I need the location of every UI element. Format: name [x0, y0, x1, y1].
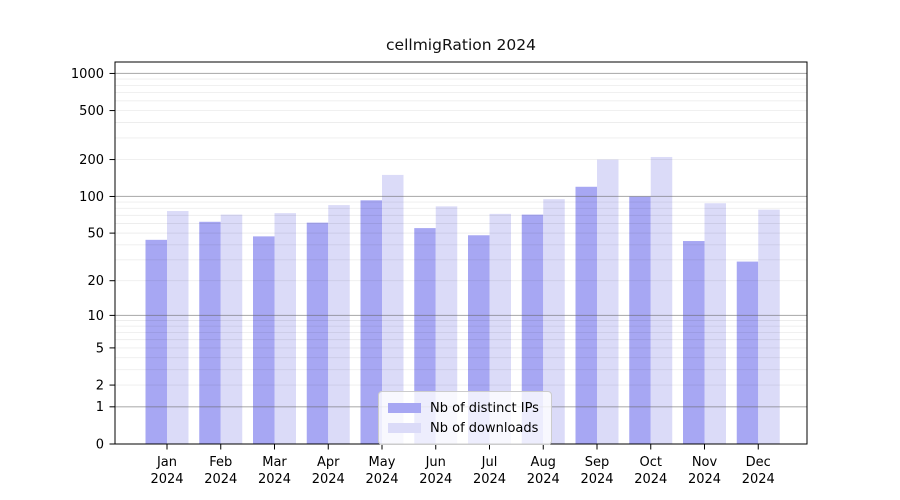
- x-tick-label-year: 2024: [419, 472, 452, 487]
- x-tick-label-year: 2024: [742, 472, 775, 487]
- bar-downloads-may: [382, 174, 404, 444]
- legend-entry-downloads: Nb of downloads: [388, 418, 539, 438]
- y-tick-label: 500: [79, 104, 104, 119]
- bar-downloads-jun: [435, 206, 458, 444]
- y-tick-label: 200: [79, 153, 104, 168]
- x-tick-label-month: Jul: [481, 455, 498, 470]
- bar-downloads-aug: [543, 199, 565, 444]
- x-tick-label-month: May: [369, 455, 396, 470]
- y-tick-label: 20: [87, 274, 104, 289]
- x-tick-label-year: 2024: [365, 472, 398, 487]
- x-tick-label-year: 2024: [473, 472, 506, 487]
- x-tick-label-year: 2024: [580, 472, 613, 487]
- bar-downloads-sep: [597, 159, 619, 444]
- bar-ips-nov: [683, 241, 705, 444]
- y-tick-label: 0: [96, 437, 104, 452]
- legend-label-downloads: Nb of downloads: [430, 420, 539, 436]
- x-tick-label-month: Jan: [156, 455, 177, 470]
- bar-downloads-apr: [328, 205, 350, 444]
- x-tick-label-year: 2024: [527, 472, 560, 487]
- legend-entry-distinct-ips: Nb of distinct IPs: [388, 398, 539, 418]
- bar-ips-dec: [736, 261, 759, 444]
- x-tick-label-month: Oct: [640, 455, 662, 470]
- y-tick-label: 1: [96, 400, 104, 415]
- x-tick-label-month: Nov: [692, 455, 718, 470]
- legend-swatch-downloads: [388, 423, 421, 433]
- legend: Nb of distinct IPs Nb of downloads: [378, 391, 552, 445]
- bar-downloads-oct: [650, 156, 673, 444]
- bar-ips-aug: [521, 214, 544, 444]
- y-tick-label: 5: [96, 341, 104, 356]
- bar-ips-apr: [306, 222, 329, 444]
- x-tick-label-month: Aug: [531, 455, 556, 470]
- bar-downloads-dec: [758, 209, 780, 444]
- x-tick-label-year: 2024: [204, 472, 237, 487]
- x-tick-label-year: 2024: [312, 472, 345, 487]
- bar-ips-mar: [253, 236, 275, 444]
- bar-downloads-jul: [489, 213, 511, 444]
- bar-ips-oct: [629, 196, 651, 444]
- x-tick-label-year: 2024: [258, 472, 291, 487]
- legend-swatch-distinct-ips: [388, 403, 421, 413]
- x-tick-label-month: Dec: [746, 455, 771, 470]
- y-tick-label: 10: [87, 309, 104, 324]
- bar-ips-jan: [145, 239, 167, 444]
- bar-ips-jun: [414, 228, 436, 444]
- y-tick-label: 50: [87, 227, 104, 242]
- x-tick-label-year: 2024: [688, 472, 721, 487]
- x-tick-label-month: Feb: [209, 455, 232, 470]
- bar-downloads-jan: [167, 211, 189, 444]
- bar-downloads-mar: [274, 213, 296, 444]
- y-tick-label: 100: [79, 190, 104, 205]
- bar-ips-feb: [199, 221, 221, 444]
- chart-title: cellmigRation 2024: [386, 36, 536, 54]
- legend-label-distinct-ips: Nb of distinct IPs: [430, 400, 539, 416]
- bar-downloads-nov: [704, 203, 726, 444]
- y-tick-label: 2: [96, 378, 104, 393]
- x-tick-label-year: 2024: [150, 472, 183, 487]
- y-tick-label: 1000: [71, 67, 104, 82]
- x-tick-label-month: Jun: [425, 455, 446, 470]
- x-tick-label-month: Mar: [262, 455, 287, 470]
- bar-ips-may: [360, 200, 382, 444]
- x-tick-label-month: Apr: [317, 455, 340, 470]
- bar-downloads-feb: [220, 214, 243, 444]
- x-tick-label-year: 2024: [634, 472, 667, 487]
- x-tick-label-month: Sep: [585, 455, 610, 470]
